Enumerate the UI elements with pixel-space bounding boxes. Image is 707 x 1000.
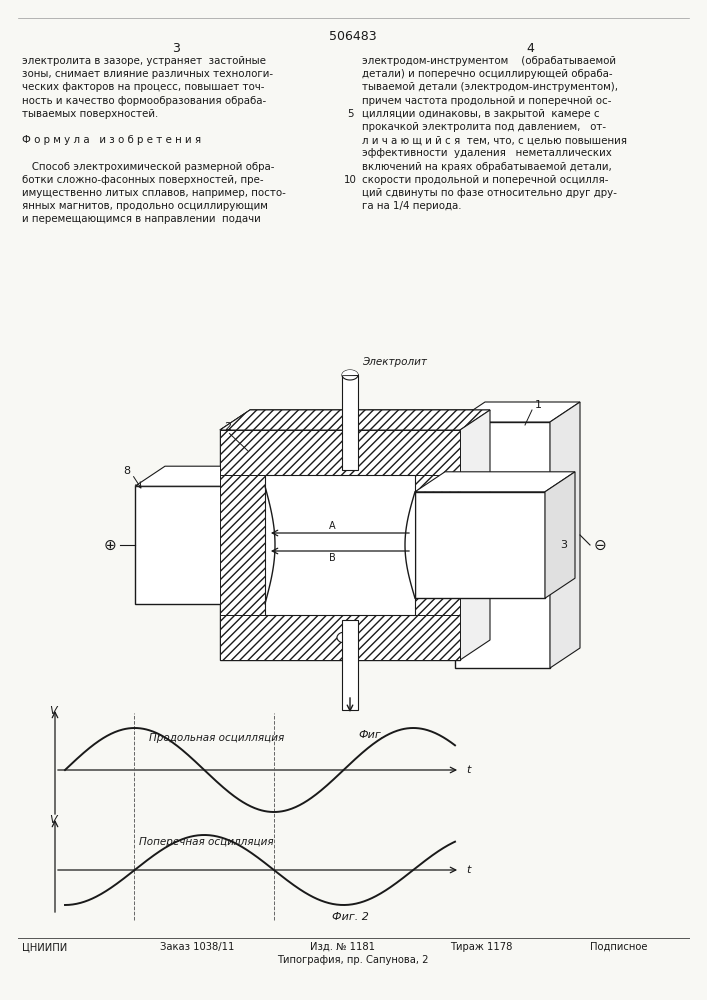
- Text: га на 1/4 периода.: га на 1/4 периода.: [362, 201, 462, 211]
- Polygon shape: [460, 410, 490, 660]
- Text: детали) и поперечно осциллирующей обраба-: детали) и поперечно осциллирующей обраба…: [362, 69, 613, 79]
- Text: t: t: [466, 765, 470, 775]
- Text: причем частота продольной и поперечной ос-: причем частота продольной и поперечной о…: [362, 96, 612, 106]
- Text: A: A: [329, 521, 335, 531]
- Text: V: V: [49, 706, 57, 716]
- Text: Тираж 1178: Тираж 1178: [450, 942, 513, 952]
- Bar: [455, 422, 550, 668]
- Polygon shape: [220, 410, 490, 430]
- Text: тываемых поверхностей.: тываемых поверхностей.: [22, 109, 158, 119]
- Text: 10: 10: [344, 175, 356, 185]
- Text: прокачкой электролита под давлением,   от-: прокачкой электролита под давлением, от-: [362, 122, 606, 132]
- Bar: [135, 486, 265, 604]
- Polygon shape: [455, 402, 580, 422]
- Polygon shape: [460, 410, 490, 660]
- Text: 3: 3: [172, 42, 180, 55]
- Text: ций сдвинуты по фазе относительно друг дру-: ций сдвинуты по фазе относительно друг д…: [362, 188, 617, 198]
- Ellipse shape: [337, 632, 353, 643]
- Polygon shape: [220, 410, 490, 430]
- Text: ЦНИИПИ: ЦНИИПИ: [22, 942, 67, 952]
- Text: электродом-инструментом    (обрабатываемой: электродом-инструментом (обрабатываемой: [362, 56, 616, 66]
- Text: 4: 4: [526, 42, 534, 55]
- Bar: [415, 492, 545, 598]
- Text: 5: 5: [346, 109, 354, 119]
- Text: Фиг. 2: Фиг. 2: [332, 912, 368, 922]
- Text: Типография, пр. Сапунова, 2: Типография, пр. Сапунова, 2: [277, 955, 428, 965]
- Bar: [220, 430, 460, 475]
- Text: и перемещающимся в направлении  подачи: и перемещающимся в направлении подачи: [22, 214, 261, 224]
- Text: V: V: [49, 815, 57, 825]
- Text: янных магнитов, продольно осциллирующим: янных магнитов, продольно осциллирующим: [22, 201, 268, 211]
- Text: включений на краях обрабатываемой детали,: включений на краях обрабатываемой детали…: [362, 162, 612, 172]
- Text: ботки сложно-фасонных поверхностей, пре-: ботки сложно-фасонных поверхностей, пре-: [22, 175, 264, 185]
- Text: Фиг.: Фиг.: [358, 730, 384, 740]
- Bar: [220, 430, 460, 660]
- Text: 2: 2: [224, 422, 231, 432]
- Polygon shape: [550, 402, 580, 668]
- Text: ⊕: ⊕: [104, 538, 117, 552]
- Text: цилляции одинаковы, в закрытой  камере с: цилляции одинаковы, в закрытой камере с: [362, 109, 600, 119]
- Text: 1: 1: [535, 400, 542, 410]
- Bar: [342, 375, 358, 470]
- Text: Продольная осцилляция: Продольная осцилляция: [149, 733, 285, 743]
- Text: эффективности  удаления   неметаллических: эффективности удаления неметаллических: [362, 148, 612, 158]
- Polygon shape: [545, 472, 575, 598]
- Text: тываемой детали (электродом-инструментом),: тываемой детали (электродом-инструментом…: [362, 82, 618, 92]
- Text: Способ электрохимической размерной обра-: Способ электрохимической размерной обра-: [22, 162, 274, 172]
- Text: Ф о р м у л а   и з о б р е т е н и я: Ф о р м у л а и з о б р е т е н и я: [22, 135, 201, 145]
- Text: 8: 8: [123, 466, 130, 476]
- Text: л и ч а ю щ и й с я  тем, что, с целью повышения: л и ч а ю щ и й с я тем, что, с целью по…: [362, 135, 627, 145]
- Text: имущественно литых сплавов, например, посто-: имущественно литых сплавов, например, по…: [22, 188, 286, 198]
- Text: 506483: 506483: [329, 30, 377, 43]
- Bar: [220, 475, 265, 615]
- Text: Заказ 1038/11: Заказ 1038/11: [160, 942, 235, 952]
- Text: электролита в зазоре, устраняет  застойные: электролита в зазоре, устраняет застойны…: [22, 56, 266, 66]
- Text: Электролит: Электролит: [362, 357, 427, 367]
- Text: Изд. № 1181: Изд. № 1181: [310, 942, 375, 952]
- Bar: [220, 615, 460, 660]
- Bar: [415, 475, 460, 615]
- Text: t: t: [466, 865, 470, 875]
- Text: Подписное: Подписное: [590, 942, 648, 952]
- Polygon shape: [220, 410, 490, 430]
- Bar: [265, 475, 415, 615]
- Text: 3: 3: [560, 540, 567, 550]
- Text: ческих факторов на процесс, повышает точ-: ческих факторов на процесс, повышает точ…: [22, 82, 264, 92]
- Text: ⊖: ⊖: [594, 538, 607, 552]
- Bar: [342, 620, 358, 710]
- Text: зоны, снимает влияние различных технологи-: зоны, снимает влияние различных технолог…: [22, 69, 273, 79]
- Text: скорости продольной и поперечной осцилля-: скорости продольной и поперечной осцилля…: [362, 175, 609, 185]
- Polygon shape: [135, 466, 295, 486]
- Text: Поперечная осцилляция: Поперечная осцилляция: [139, 837, 274, 847]
- Polygon shape: [415, 472, 575, 492]
- Text: B: B: [329, 553, 335, 563]
- Polygon shape: [342, 370, 358, 375]
- Text: ность и качество формообразования обраба-: ность и качество формообразования обраба…: [22, 96, 267, 106]
